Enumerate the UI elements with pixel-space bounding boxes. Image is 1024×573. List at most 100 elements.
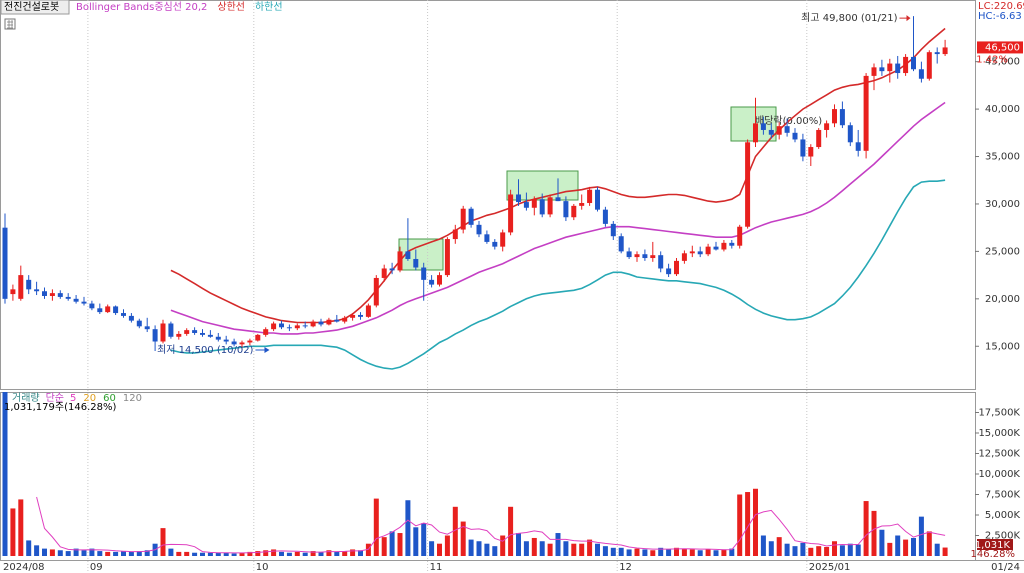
candle-body	[618, 236, 624, 252]
volume-bar	[310, 551, 316, 556]
candle-body	[626, 251, 632, 258]
candle-body	[697, 251, 703, 255]
volume-bar	[255, 551, 261, 556]
volume-bar	[176, 551, 182, 556]
legend-item: 하한선	[255, 0, 283, 13]
volume-tick-label: 15,000K	[978, 428, 1020, 439]
settings-icon[interactable]	[4, 18, 16, 30]
volume-tick-label: 7,500K	[985, 490, 1021, 501]
candle-body	[753, 123, 758, 143]
candle-body	[381, 268, 387, 278]
candle-body	[531, 199, 537, 208]
volume-bar	[800, 542, 806, 556]
volume-bar	[18, 499, 24, 556]
volume-bar	[579, 543, 585, 556]
volume-bar	[342, 551, 348, 556]
candle-body	[539, 199, 545, 215]
volume-bar	[128, 551, 134, 556]
candle-body	[413, 258, 419, 268]
candle-body	[871, 67, 877, 76]
volume-bar	[294, 551, 300, 556]
candle-body	[286, 327, 292, 329]
volume-bar	[350, 549, 356, 556]
candle-body	[879, 67, 885, 72]
candle-body	[887, 63, 893, 72]
candle-body	[832, 109, 837, 124]
bollinger-line	[170, 101, 946, 335]
candle-body	[144, 326, 150, 330]
candle-body	[397, 251, 403, 271]
volume-bar	[405, 500, 411, 556]
candle-body	[113, 306, 119, 314]
volume-bar	[934, 543, 940, 556]
volume-bar	[918, 516, 924, 556]
candle-body	[2, 227, 8, 299]
candle-body	[223, 339, 229, 342]
volume-bar	[97, 551, 103, 556]
candle-body	[745, 142, 751, 227]
volume-bar	[895, 535, 901, 556]
volume-bar	[358, 550, 363, 556]
candle-body	[334, 319, 340, 322]
candle-body	[784, 126, 790, 133]
volume-bar	[863, 501, 869, 556]
volume-bar	[634, 548, 640, 556]
chart-title: 전진건설로봇	[4, 1, 59, 13]
volume-bar	[429, 541, 435, 556]
last-volume-box	[977, 539, 1013, 550]
volume-bar	[34, 545, 40, 556]
candle-body	[405, 251, 411, 259]
candle-body	[903, 56, 909, 74]
legend-item: Bollinger Bands중심선 20,2	[76, 1, 207, 13]
volume-bar	[326, 550, 332, 556]
volume-bar	[192, 552, 198, 556]
candle-body	[839, 109, 845, 126]
volume-bar	[373, 498, 379, 556]
volume-tick-label: 10,000K	[978, 469, 1020, 480]
candle-body	[516, 194, 521, 203]
volume-bar	[168, 548, 174, 556]
volume-bar	[729, 548, 735, 556]
volume-bar	[263, 550, 269, 556]
volume-bar	[666, 549, 672, 556]
candle-body	[42, 291, 47, 296]
volume-bar	[492, 546, 498, 556]
volume-bar	[539, 541, 545, 556]
volume-bar	[508, 506, 514, 556]
candle-body	[705, 246, 711, 255]
change-label: 1.42%	[976, 54, 1008, 65]
candle-body	[713, 246, 719, 250]
candle-body	[302, 325, 308, 327]
candle-body	[255, 334, 261, 341]
volume-bar	[697, 550, 703, 556]
candle-body	[152, 329, 158, 342]
volume-bar	[57, 550, 63, 556]
candle-body	[128, 315, 134, 321]
volume-bar	[413, 527, 419, 556]
volume-bar	[824, 546, 830, 556]
volume-bar	[2, 392, 8, 556]
last-volume-pct: 146.28%	[971, 549, 1016, 560]
candle-body	[89, 303, 95, 309]
candle-body	[444, 239, 450, 276]
volume-bar	[49, 549, 55, 556]
volume-tick-label: 2,500K	[985, 531, 1021, 542]
candle-body	[437, 275, 442, 285]
candle-body	[26, 279, 32, 290]
candle-body	[634, 254, 640, 258]
last-volume-label: 1,031K	[975, 540, 1011, 551]
candle-body	[271, 323, 277, 330]
title-box[interactable]	[0, 0, 70, 15]
volume-bar	[942, 547, 948, 556]
candle-body	[602, 209, 608, 224]
candle-body	[468, 208, 474, 225]
volume-bar	[279, 551, 284, 556]
volume-bar	[911, 537, 916, 556]
volume-bar	[768, 541, 774, 556]
candle-body	[658, 255, 664, 269]
candle-body	[674, 260, 679, 275]
volume-bar	[207, 552, 213, 556]
volume-bar	[816, 546, 822, 556]
candle-body	[642, 254, 648, 259]
volume-bar	[737, 494, 743, 556]
